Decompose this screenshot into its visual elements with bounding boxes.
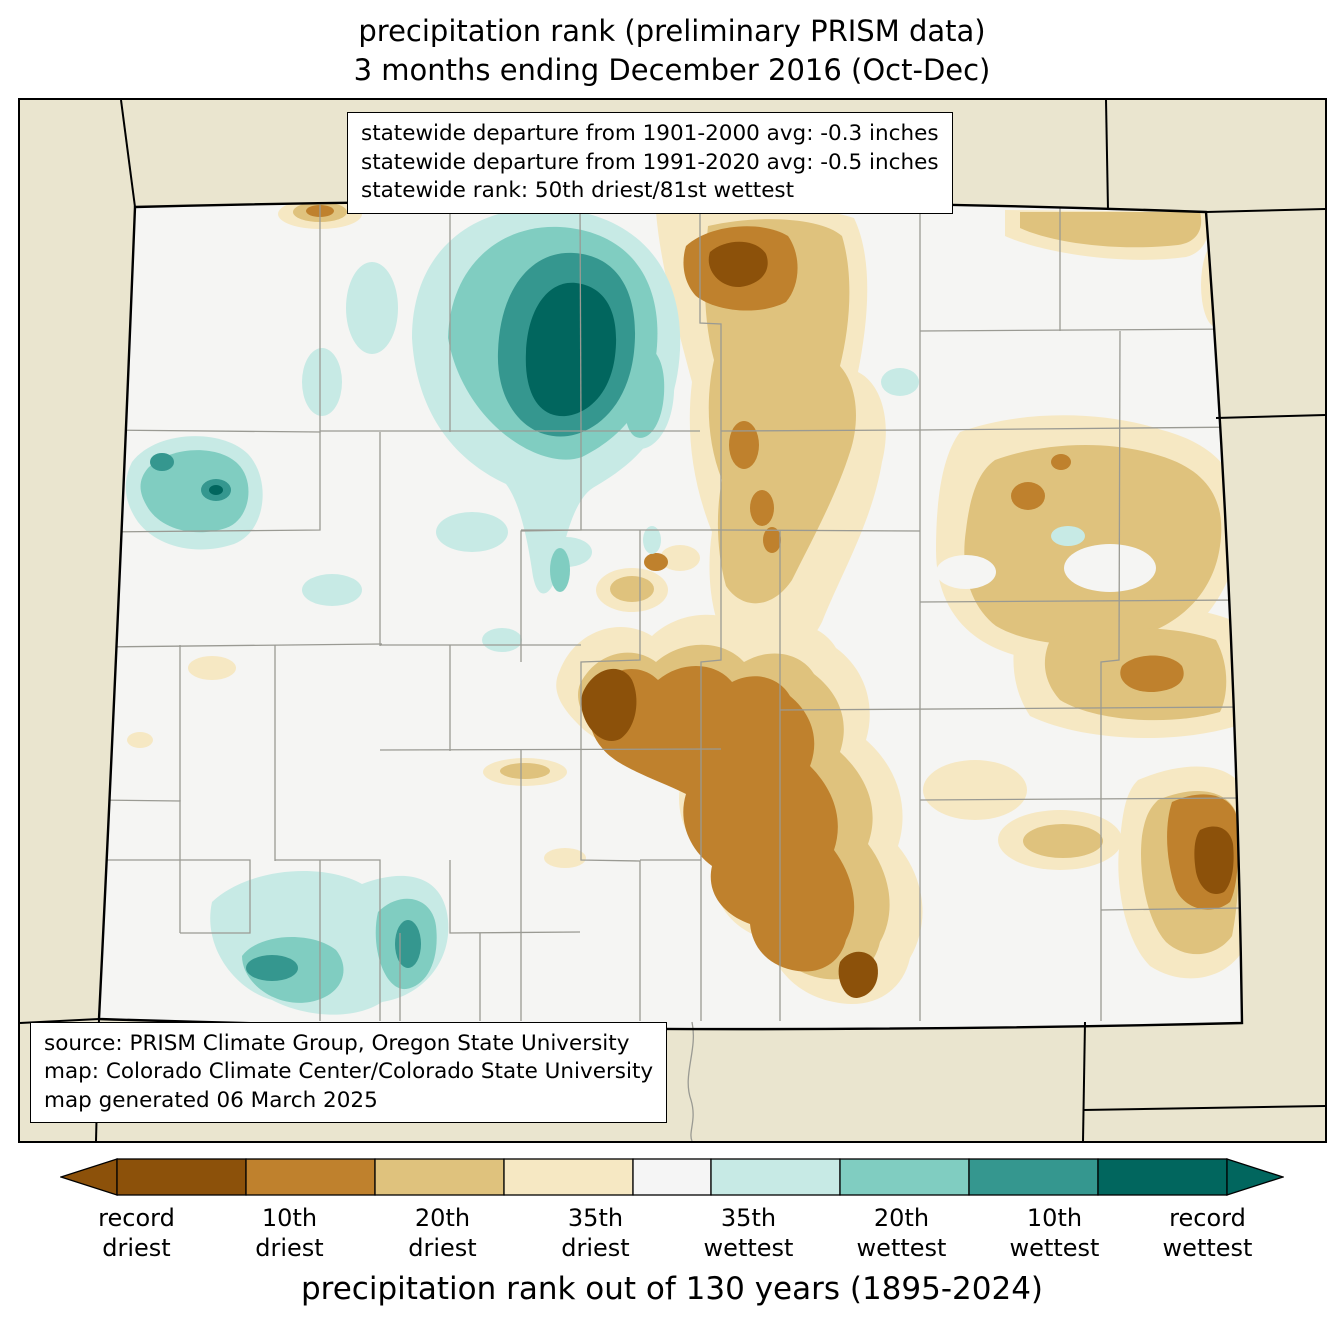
label-10th-driest: 10th driest xyxy=(255,1204,324,1263)
source-line-1: source: PRISM Climate Group, Oregon Stat… xyxy=(44,1030,630,1056)
colorbar-caption: precipitation rank out of 130 years (189… xyxy=(300,1271,1044,1308)
colorbar-segment-record-wettest xyxy=(1097,1158,1228,1196)
county-boundaries xyxy=(99,205,1242,1022)
title-line-1: precipitation rank (preliminary PRISM da… xyxy=(358,14,986,48)
colorbar: record driest 10th driest 20th driest 35… xyxy=(60,1157,1284,1263)
colorbar-segment-35th-driest xyxy=(503,1158,634,1196)
label-record-wettest: record wettest xyxy=(1162,1204,1253,1263)
colorbar-segment-35th-wettest xyxy=(710,1158,841,1196)
region-record-wettest xyxy=(209,283,617,496)
stats-box: statewide departure from 1901-2000 avg: … xyxy=(347,112,953,215)
colorbar-segment-near-normal xyxy=(632,1158,712,1196)
colorado-precipitation-map-panel: statewide departure from 1901-2000 avg: … xyxy=(18,98,1327,1144)
source-line-2: map: Colorado Climate Center/Colorado St… xyxy=(44,1059,654,1085)
label-20th-wettest: 20th wettest xyxy=(856,1204,947,1263)
source-line-3: map generated 06 March 2025 xyxy=(44,1087,378,1113)
colorbar-scale xyxy=(60,1158,1284,1197)
label-20th-driest: 20th driest xyxy=(408,1204,477,1263)
near-normal-holes xyxy=(936,544,1156,593)
colorbar-right-arrow xyxy=(1226,1158,1284,1197)
label-35th-driest: 35th driest xyxy=(561,1204,630,1263)
colorbar-segment-10th-driest xyxy=(245,1158,376,1196)
colorbar-segment-20th-driest xyxy=(374,1158,505,1196)
colorado-map xyxy=(20,100,1325,1142)
region-record-driest xyxy=(581,242,1234,999)
colorbar-left-arrow xyxy=(60,1158,118,1197)
colorbar-labels: record driest 10th driest 20th driest 35… xyxy=(60,1203,1284,1263)
stats-line-1: statewide departure from 1901-2000 avg: … xyxy=(361,121,939,147)
source-box: source: PRISM Climate Group, Oregon Stat… xyxy=(30,1021,668,1124)
stats-line-2: statewide departure from 1991-2020 avg: … xyxy=(361,149,939,175)
stats-line-3: statewide rank: 50th driest/81st wettest xyxy=(361,178,795,204)
colorbar-segment-10th-wettest xyxy=(968,1158,1099,1196)
title-line-2: 3 months ending December 2016 (Oct-Dec) xyxy=(353,53,991,88)
label-35th-wettest: 35th wettest xyxy=(703,1204,794,1263)
colorbar-segment-record-driest xyxy=(116,1158,247,1196)
state-interior xyxy=(99,201,1242,1030)
label-record-driest: record driest xyxy=(98,1204,175,1263)
label-10th-wettest: 10th wettest xyxy=(1009,1204,1100,1263)
page-title: precipitation rank (preliminary PRISM da… xyxy=(0,0,1344,90)
colorbar-segment-20th-wettest xyxy=(839,1158,970,1196)
